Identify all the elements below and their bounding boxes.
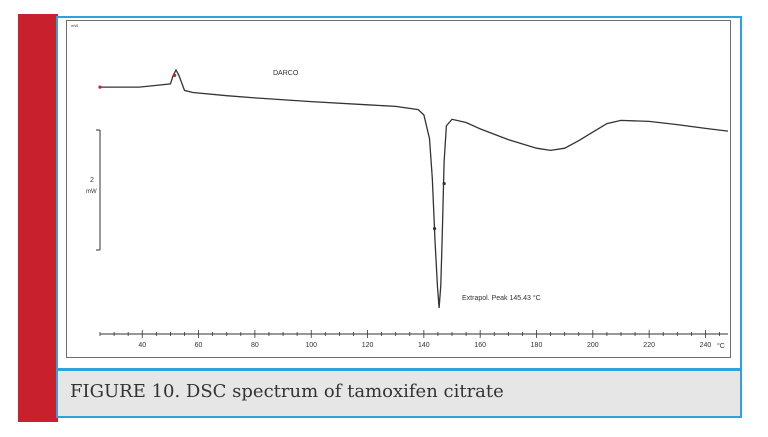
chart-title: DARCO: [273, 70, 299, 77]
x-tick-label: 100: [305, 342, 317, 349]
peak-annotation: Extrapol. Peak 145.43 °C: [462, 294, 541, 302]
peak-right-marker: [442, 181, 446, 186]
scale-bar: [96, 129, 101, 251]
caption-divider: [56, 368, 742, 371]
caption-band: [58, 371, 740, 416]
x-tick-label: 40: [138, 342, 146, 349]
scale-bar-value: 2: [90, 177, 94, 184]
start-marker: [98, 85, 102, 89]
figure-caption: FIGURE 10. DSC spectrum of tamoxifen cit…: [70, 381, 504, 402]
x-tick-label: 180: [531, 342, 543, 349]
x-tick-label: 240: [700, 342, 712, 349]
x-tick-label: 80: [251, 342, 259, 349]
dsc-trace: [100, 68, 729, 308]
x-tick-label: 140: [418, 342, 430, 349]
x-tick-label: 200: [587, 342, 599, 349]
scale-bar-unit: mW: [86, 189, 97, 195]
x-tick-label: 60: [195, 342, 203, 349]
x-unit-label: °C: [717, 342, 725, 350]
x-tick-label: 220: [643, 342, 655, 349]
onset-marker: [173, 73, 177, 77]
corner-label: mW: [71, 23, 78, 28]
peak-left-marker: [432, 226, 437, 231]
plot-area: [66, 20, 731, 358]
accent-bar: [18, 14, 58, 422]
x-tick-label: 120: [362, 342, 374, 349]
x-tick-label: 160: [474, 342, 486, 349]
